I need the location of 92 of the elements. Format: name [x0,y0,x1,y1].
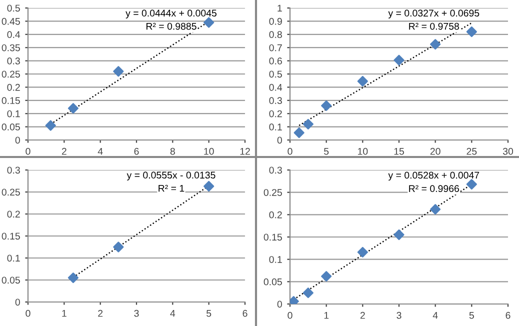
point [394,229,404,240]
y-tick-label: 0.05 [264,278,282,286]
annotation: R² = 0.9758 [409,22,459,30]
x-tick-label: 5 [469,312,474,319]
y-tick-label: 0 [277,136,282,144]
annotation: R² = 1 [158,184,184,192]
y-tick-label: 0.9 [269,18,282,25]
y-tick-label: 0.1 [269,256,282,263]
annotation: y = 0.0444x + 0.0045 [126,10,216,18]
point [204,180,214,192]
x-tick-label: 3 [396,312,402,319]
x-tick-label: 8 [170,148,175,155]
x-tick-label: 2 [62,148,66,155]
x-tick-label: 5 [324,148,329,155]
y-tick-label: 0.3 [7,166,20,174]
point [302,288,314,298]
x-tick-label: 0 [26,148,30,155]
y-tick-label: 0.1 [7,254,20,262]
x-tick-label: 0 [288,312,292,319]
point [45,120,56,131]
y-tick-label: 0.2 [7,84,20,91]
y-tick-label: 0 [15,298,20,306]
point [357,76,368,87]
x-tick-label: 6 [134,148,139,155]
y-tick-label: 0.25 [264,189,282,196]
y-tick-label: 0.15 [2,97,20,104]
y-tick-label: 0.15 [2,232,20,240]
point [302,118,314,130]
x-tick-label: 4 [170,310,176,317]
point [466,26,477,38]
x-tick-label: 1 [324,312,329,319]
y-tick-label: 0.45 [2,18,20,25]
y-tick-label: 0.7 [269,44,282,52]
x-tick-label: 2 [360,312,365,319]
point [430,204,441,215]
y-tick-label: 0.2 [269,110,282,118]
point [113,242,124,252]
x-tick-label: 4 [98,148,103,155]
y-tick-label: 0.8 [269,31,282,38]
x-tick-label: 0 [288,148,292,155]
x-tick-label: 3 [134,310,139,317]
annotation: y = 0.0528x + 0.0047 [388,172,480,181]
x-tick-label: 15 [394,148,404,155]
x-tick-label: 10 [204,148,214,155]
x-tick-label: 25 [466,148,477,155]
y-tick-label: 0.6 [269,58,282,64]
point [466,178,477,190]
y-tick-label: 0.25 [2,188,20,196]
x-tick-label: 2 [98,310,103,317]
y-tick-label: 0.4 [7,31,20,38]
y-tick-label: 0.3 [7,58,20,64]
y-tick-label: 0.25 [2,70,20,78]
x-tick-label: 20 [430,148,440,155]
y-tick-label: 0.05 [2,276,20,284]
y-tick-label: 0 [15,136,20,144]
y-tick-label: 0.35 [2,44,20,52]
point [68,272,79,284]
x-tick-label: 30 [502,148,514,155]
x-tick-label: 10 [358,148,368,155]
y-tick-label: 0.3 [269,166,282,174]
y-tick-label: 0.2 [269,211,282,218]
y-tick-label: 0 [277,300,282,308]
y-tick-label: 0.4 [269,84,282,91]
annotation: y = 0.0327x + 0.0695 [388,10,480,18]
y-tick-label: 0.2 [7,210,20,218]
y-tick-label: 0.3 [269,97,282,104]
annotation: R² = 0.9885 [146,22,196,30]
y-tick-label: 0.15 [264,234,282,241]
point [321,100,332,111]
point [357,246,368,258]
point [294,127,304,138]
x-tick-label: 0 [26,310,30,317]
annotation: R² = 0.9966 [409,185,459,192]
point [113,66,124,77]
y-tick-label: 0.5 [269,70,282,78]
y-tick-label: 0.1 [7,110,20,118]
x-tick-label: 6 [242,310,248,317]
x-tick-label: 12 [240,148,250,155]
point [204,17,214,28]
point [394,54,404,66]
point [68,103,79,114]
annotation: y = 0.0555x - 0.0135 [126,172,216,180]
point [321,271,332,282]
y-tick-label: 1 [278,4,282,12]
y-tick-label: 0.1 [269,124,282,130]
y-tick-label: 0.5 [7,4,20,12]
x-tick-label: 6 [506,312,510,319]
point [430,39,441,50]
y-tick-label: 0.05 [2,124,20,130]
x-tick-label: 4 [432,312,438,319]
x-tick-label: 1 [62,310,66,317]
x-tick-label: 5 [206,310,212,317]
